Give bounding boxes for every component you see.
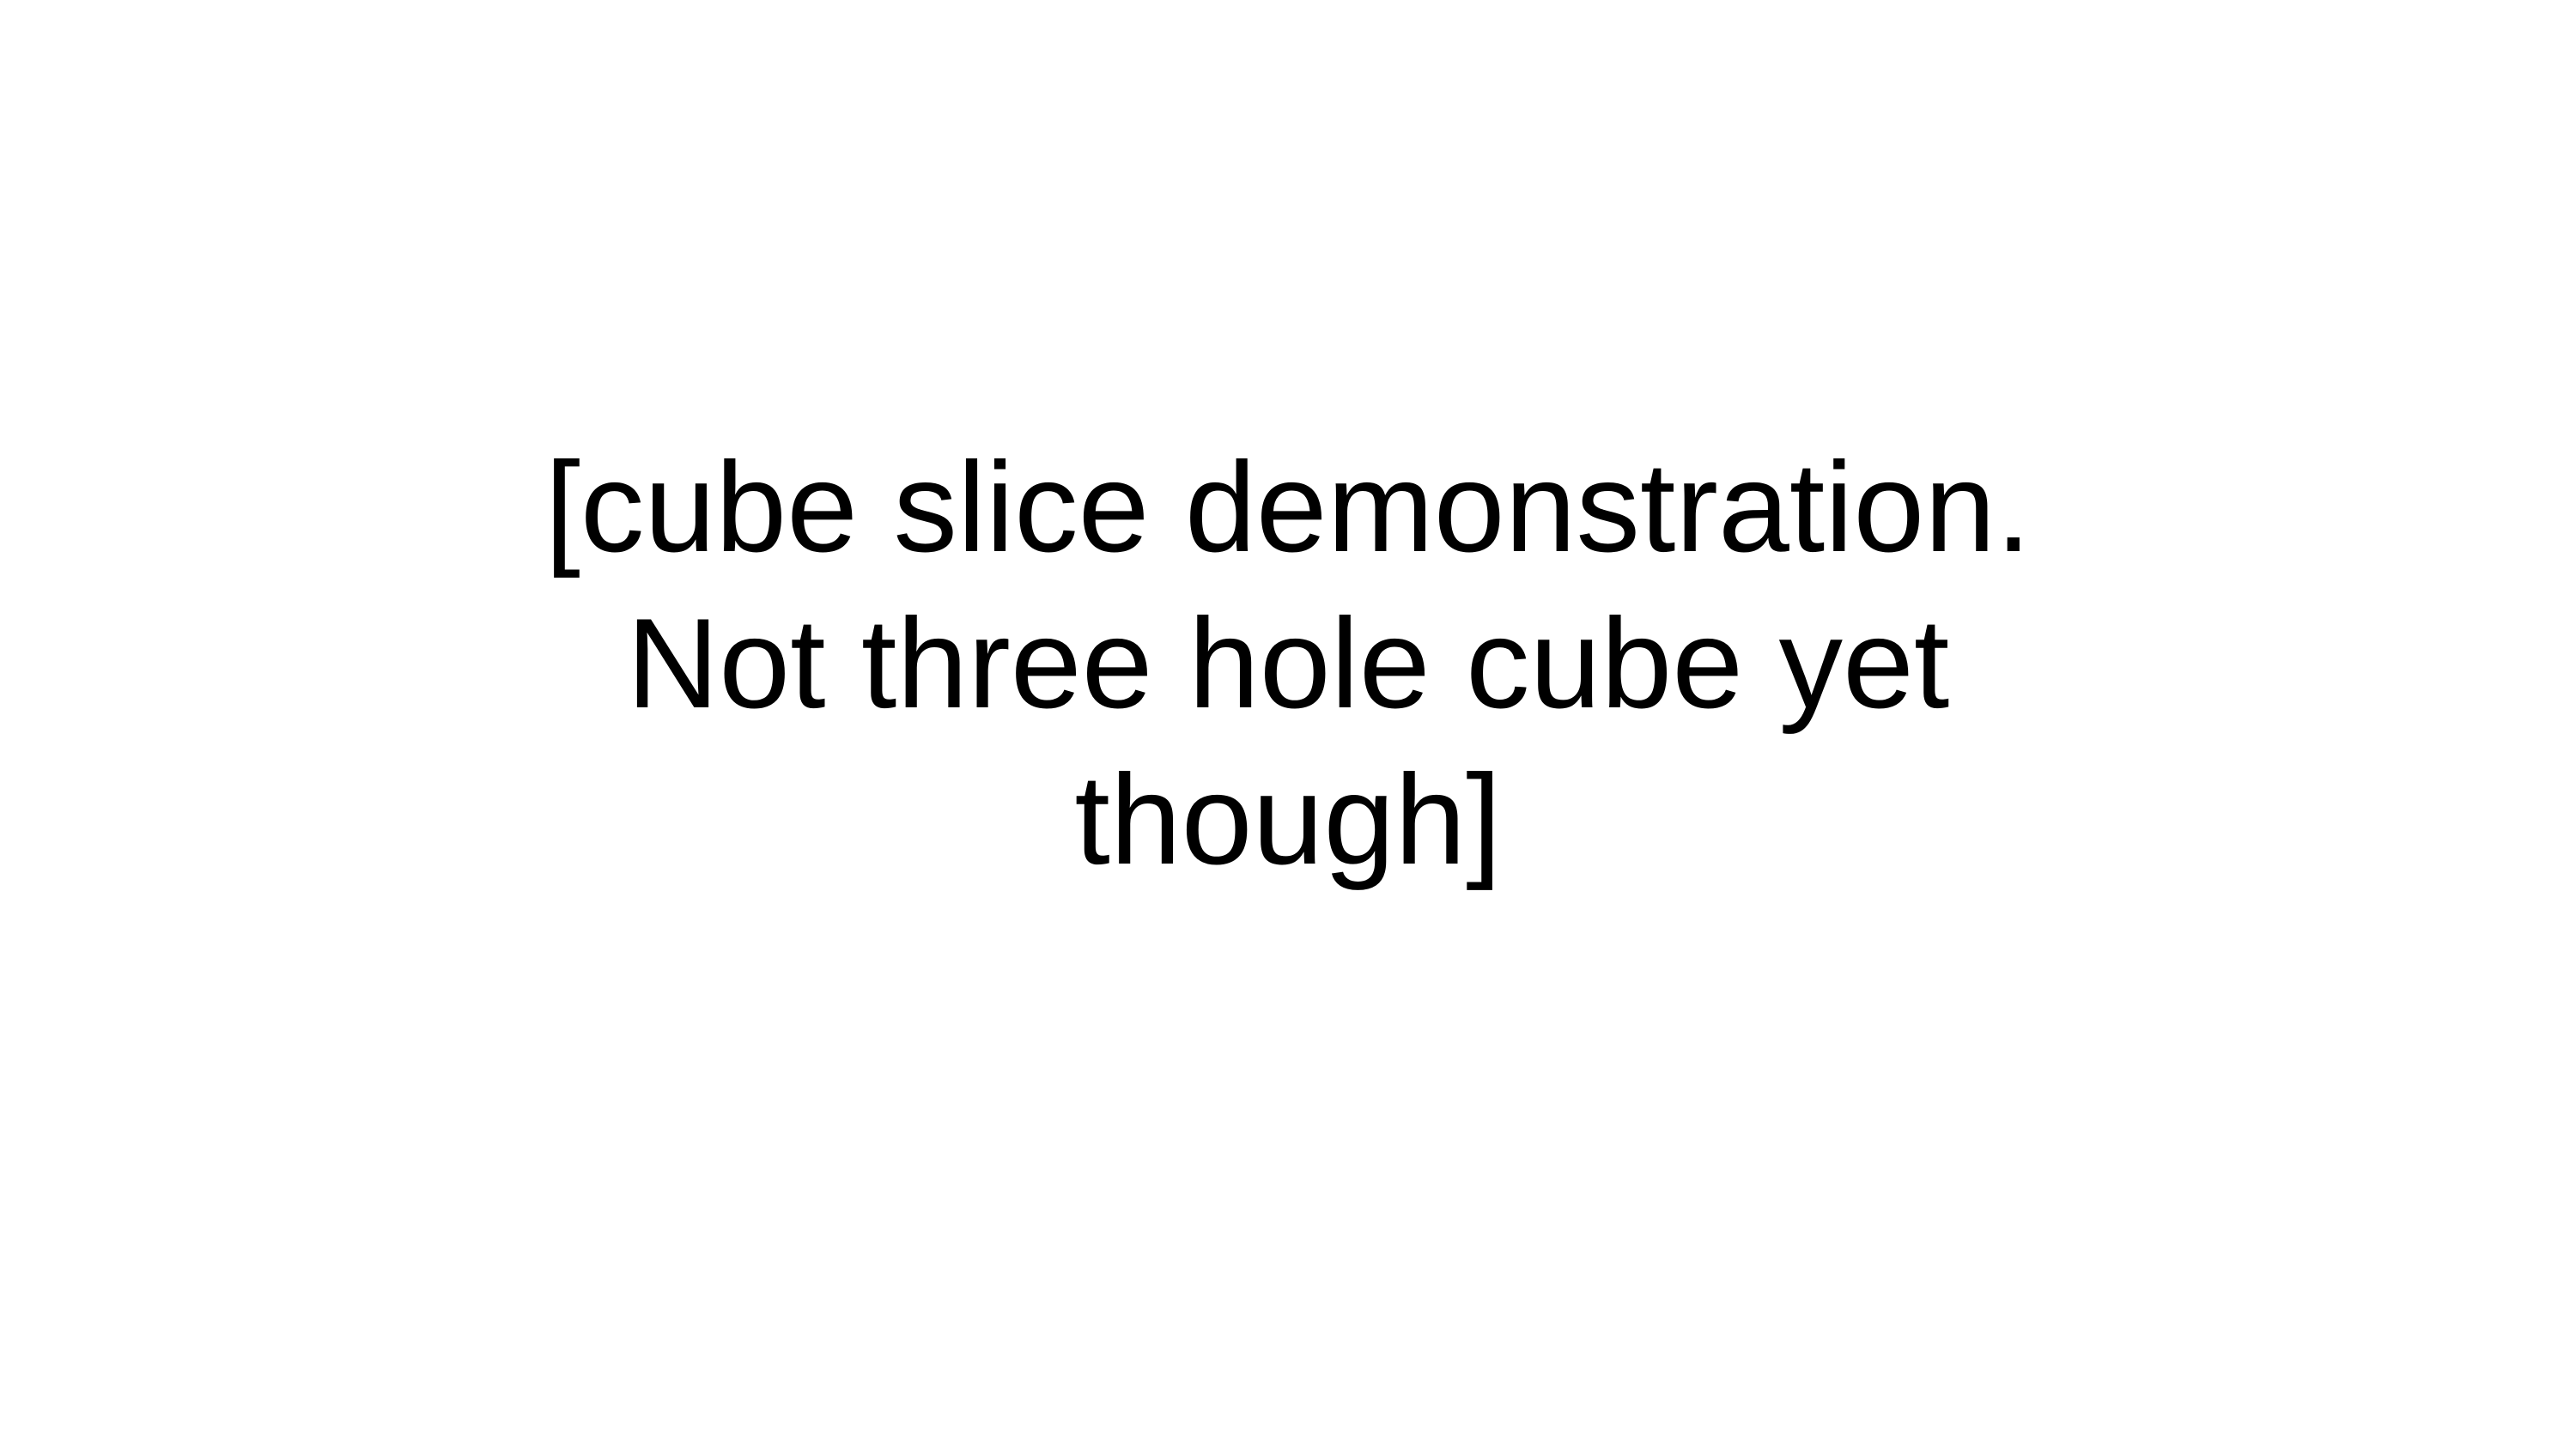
slide-text-line-3: though] xyxy=(1074,748,1502,891)
slide-text-line-2: Not three hole cube yet xyxy=(626,591,1950,735)
slide-placeholder-text: [cube slice demonstration. Not three hol… xyxy=(0,429,2576,898)
slide-text-line-1: [cube slice demonstration. xyxy=(544,435,2032,579)
